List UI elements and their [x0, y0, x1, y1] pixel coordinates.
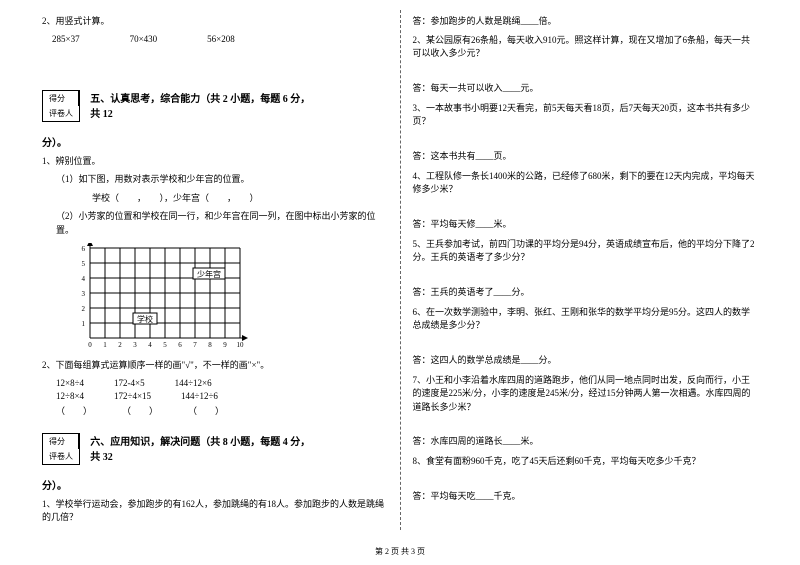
svg-text:6: 6	[82, 245, 86, 253]
svg-text:学校: 学校	[137, 314, 153, 324]
a8: 答：平均每天吃____千克。	[413, 489, 759, 502]
expr: 12×8÷4	[56, 378, 84, 388]
q6: 6、在一次数学测验中，李明、张红、王刚和张华的数学平均分是95分。这四人的数学总…	[413, 306, 759, 333]
q3: 3、一本故事书小明要12天看完，前5天每天看18页，后7天每天20页，这本书共有…	[413, 102, 759, 129]
expr: 144÷12×6	[175, 378, 212, 388]
s5q2-head: 2、下面每组算式运算顺序一样的画"√"，不一样的画"×"。	[42, 359, 388, 373]
expr: 144÷12÷6	[181, 391, 218, 401]
section6-title: 六、应用知识，解决问题（共 8 小题，每题 4 分，共 32	[90, 433, 310, 463]
s5q2-row1: 12×8÷4 172-4×5 144÷12×6	[56, 378, 388, 388]
svg-text:6: 6	[178, 341, 182, 349]
q8: 8、食堂有面粉960千克，吃了45天后还剩60千克，平均每天吃多少千克？	[413, 455, 759, 469]
svg-text:2: 2	[82, 305, 86, 313]
q5: 5、王兵参加考试，前四门功课的平均分是94分，英语成绩宣布后，他的平均分下降了2…	[413, 238, 759, 265]
svg-text:0: 0	[88, 341, 92, 349]
score-cell: 得分	[43, 91, 79, 106]
svg-text:1: 1	[82, 320, 86, 328]
s6q1: 1、学校举行运动会，参加跑步的有162人，参加跳绳的有18人。参加跑步的人数是跳…	[42, 498, 388, 525]
q7: 7、小王和小李沿着水库四周的道路跑步，他们从同一地点同时出发，反向而行，小王的速…	[413, 374, 759, 415]
section5-title-cont: 分）。	[42, 134, 388, 149]
a1: 答：参加跑步的人数是跳绳____倍。	[413, 15, 759, 29]
calc-items: 285×37 70×430 56×208	[52, 34, 388, 44]
a2: 答：每天一共可以收入____元。	[413, 81, 759, 94]
svg-text:7: 7	[193, 341, 197, 349]
calc-item: 56×208	[207, 34, 235, 44]
expr: 172÷4×15	[114, 391, 151, 401]
score-cell: 得分	[43, 434, 79, 449]
svg-text:少年宫: 少年宫	[197, 269, 221, 279]
s5q1-head: 1、辨别位置。	[42, 155, 388, 169]
paren: （ ）	[122, 404, 158, 417]
paren: （ ）	[56, 404, 92, 417]
a3: 答：这本书共有____页。	[413, 149, 759, 162]
a5: 答：王兵的英语考了____分。	[413, 285, 759, 298]
calc-heading: 2、用竖式计算。	[42, 15, 388, 29]
s5q1-p1: （1）如下图，用数对表示学校和少年宫的位置。	[56, 173, 388, 187]
a4: 答：平均每天修____米。	[413, 217, 759, 230]
score-box: 得分 评卷人	[42, 90, 80, 122]
s5q1-p1-line: 学校（ ， ），少年宫（ ， ）	[92, 192, 388, 206]
paren: （ ）	[188, 404, 224, 417]
svg-text:5: 5	[163, 341, 167, 349]
q4: 4、工程队修一条长1400米的公路，已经修了680米，剩下的要在12天内完成，平…	[413, 170, 759, 197]
calc-item: 70×430	[130, 34, 158, 44]
svg-text:9: 9	[223, 341, 227, 349]
svg-text:10: 10	[237, 341, 245, 349]
svg-text:4: 4	[148, 341, 152, 349]
q2: 2、某公园原有26条船，每天收入910元。照这样计算，现在又增加了6条船，每天一…	[413, 34, 759, 61]
s5q1-p2: （2）小芳家的位置和学校在同一行，和少年宫在同一列，在图中标出小芳家的位置。	[56, 210, 388, 237]
calc-item: 285×37	[52, 34, 80, 44]
s5q2-row2: 12÷8×4 172÷4×15 144÷12÷6	[56, 391, 388, 401]
svg-text:2: 2	[118, 341, 122, 349]
section5-title: 五、认真思考，综合能力（共 2 小题，每题 6 分，共 12	[90, 90, 310, 120]
position-chart: 0 1 2 3 4 5 6 7 8 9 10 1 2 3 4 5 6 学校 少年宫	[72, 243, 388, 353]
svg-text:1: 1	[103, 341, 107, 349]
grader-cell: 评卷人	[43, 449, 79, 464]
section6-title-cont: 分）。	[42, 477, 388, 492]
page-footer: 第 2 页 共 3 页	[0, 546, 800, 557]
score-box: 得分 评卷人	[42, 433, 80, 465]
svg-text:4: 4	[82, 275, 86, 283]
svg-text:8: 8	[208, 341, 212, 349]
expr: 172-4×5	[114, 378, 145, 388]
a7: 答：水库四周的道路长____米。	[413, 434, 759, 447]
grader-cell: 评卷人	[43, 106, 79, 121]
s5q2-row3: （ ） （ ） （ ）	[56, 404, 388, 417]
svg-text:3: 3	[82, 290, 86, 298]
svg-text:5: 5	[82, 260, 86, 268]
a6: 答：这四人的数学总成绩是____分。	[413, 353, 759, 366]
svg-text:3: 3	[133, 341, 137, 349]
expr: 12÷8×4	[56, 391, 84, 401]
